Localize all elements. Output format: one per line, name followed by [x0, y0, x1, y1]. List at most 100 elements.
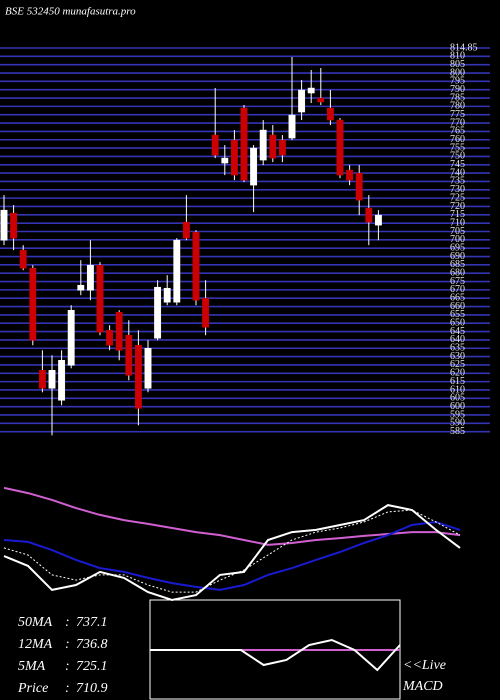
y-tick-label: 620: [450, 368, 465, 379]
y-tick-label: 665: [450, 293, 465, 304]
candle-body: [230, 139, 238, 176]
indicator-line: [3, 509, 461, 593]
y-tick-label: 780: [450, 101, 465, 112]
y-tick-label: 740: [450, 167, 465, 178]
candle-body: [365, 207, 373, 223]
candle-body: [221, 157, 229, 164]
y-tick-label: 625: [450, 359, 465, 370]
y-tick-label: 670: [450, 284, 465, 295]
y-tick-label: 635: [450, 343, 465, 354]
y-tick-label: 755: [450, 142, 465, 153]
candle-body: [0, 209, 8, 241]
y-tick-label: 600: [450, 401, 465, 412]
y-tick-label: 615: [450, 376, 465, 387]
y-tick-label: 765: [450, 126, 465, 137]
candle-body: [19, 249, 27, 269]
candle-body: [192, 231, 200, 301]
candle-body: [288, 114, 296, 139]
y-tick-label: 650: [450, 318, 465, 329]
chart-title: BSE 532450 munafasutra.pro: [5, 6, 136, 18]
candle-body: [278, 139, 286, 156]
y-tick-label: 725: [450, 192, 465, 203]
info-separator: :: [65, 659, 70, 674]
y-tick-label: 675: [450, 276, 465, 287]
info-separator: :: [65, 681, 70, 696]
candle-body: [182, 221, 190, 239]
candle-body: [163, 287, 171, 303]
indicator-line: [3, 504, 461, 602]
candle-body: [96, 264, 104, 333]
candle-body: [10, 212, 18, 239]
y-tick-label: 710: [450, 217, 465, 228]
y-tick-label: 685: [450, 259, 465, 270]
candle-body: [326, 107, 334, 121]
y-tick-label: 775: [450, 109, 465, 120]
candle-body: [269, 134, 277, 159]
y-tick-label: 800: [450, 67, 465, 78]
y-tick-label: 645: [450, 326, 465, 337]
live-label: <<Live: [403, 658, 446, 673]
candle-body: [154, 286, 162, 339]
candle-body: [259, 129, 267, 161]
candle-body: [211, 134, 219, 156]
candle-body: [106, 329, 114, 346]
y-tick-label: 590: [450, 418, 465, 429]
macd-label: MACD: [402, 679, 443, 694]
y-tick-label: 750: [450, 151, 465, 162]
candle-body: [317, 97, 325, 103]
candle-body: [250, 147, 258, 186]
candle-body: [48, 370, 56, 389]
candle-body: [86, 264, 94, 291]
y-tick-label: 695: [450, 242, 465, 253]
candle-body: [307, 87, 315, 94]
y-tick-label: 745: [450, 159, 465, 170]
candle-body: [67, 309, 75, 366]
candle-body: [134, 345, 142, 409]
y-tick-label: 814.85: [450, 42, 478, 53]
info-separator: :: [65, 615, 70, 630]
candle-body: [29, 267, 37, 341]
indicator-line: [3, 520, 461, 591]
y-tick-label: 700: [450, 234, 465, 245]
info-value: 737.1: [76, 615, 108, 630]
candle-body: [144, 348, 152, 389]
y-tick-label: 770: [450, 117, 465, 128]
candle-body: [355, 172, 363, 201]
candle-body: [115, 311, 123, 351]
info-value: 725.1: [76, 659, 108, 674]
y-tick-label: 585: [450, 426, 465, 437]
y-tick-label: 785: [450, 92, 465, 103]
info-label: 12MA: [18, 637, 53, 652]
candle-body: [336, 119, 344, 176]
y-tick-label: 690: [450, 251, 465, 262]
y-tick-label: 640: [450, 334, 465, 345]
y-tick-label: 705: [450, 226, 465, 237]
info-value: 736.8: [76, 637, 108, 652]
info-value: 710.9: [76, 681, 108, 696]
y-tick-label: 720: [450, 201, 465, 212]
info-separator: :: [65, 637, 70, 652]
y-tick-label: 595: [450, 409, 465, 420]
y-tick-label: 760: [450, 134, 465, 145]
candle-body: [298, 89, 306, 113]
y-tick-label: 605: [450, 393, 465, 404]
candle-body: [202, 297, 210, 328]
y-tick-label: 805: [450, 59, 465, 70]
candle-body: [240, 107, 248, 181]
indicator-line: [150, 638, 401, 672]
y-tick-label: 795: [450, 76, 465, 87]
candle-body: [38, 370, 46, 389]
y-tick-label: 680: [450, 267, 465, 278]
y-tick-label: 735: [450, 176, 465, 187]
y-tick-label: 790: [450, 84, 465, 95]
candle-body: [173, 239, 181, 303]
y-tick-label: 655: [450, 309, 465, 320]
info-label: 5MA: [18, 659, 46, 674]
candle-body: [346, 169, 354, 181]
indicator-line: [3, 486, 461, 546]
y-tick-label: 810: [450, 51, 465, 62]
y-tick-label: 660: [450, 301, 465, 312]
candle-body: [77, 284, 85, 291]
